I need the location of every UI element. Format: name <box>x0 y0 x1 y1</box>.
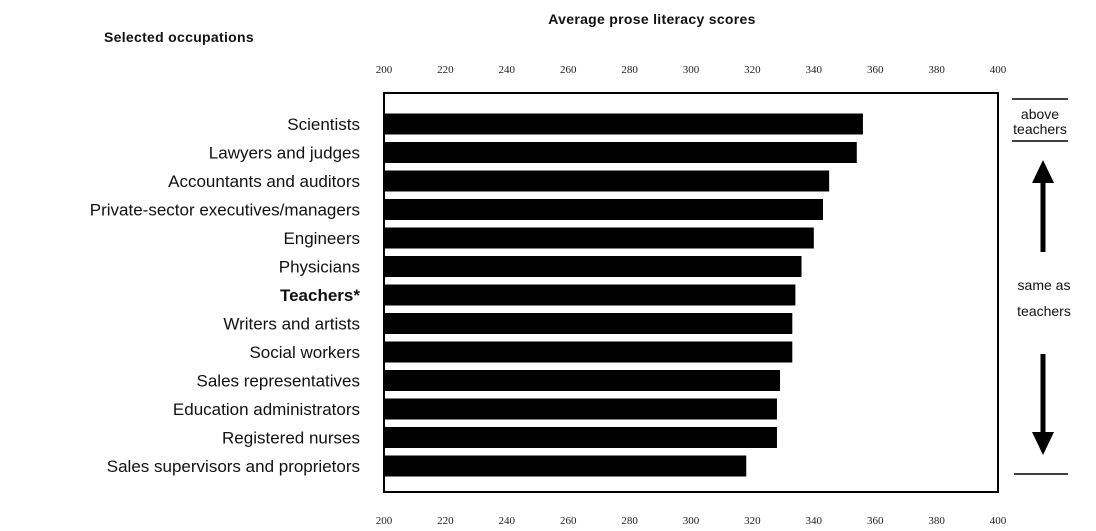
category-label: Engineers <box>283 229 360 248</box>
x-tick-top-label: 300 <box>683 64 700 76</box>
x-tick-bottom-label: 200 <box>376 515 393 527</box>
bar-sales-representatives <box>384 370 781 391</box>
bar-social-workers <box>384 341 793 363</box>
x-tick-top-label: 220 <box>437 64 454 76</box>
above-label: above <box>1021 106 1059 122</box>
x-tick-bottom-label: 360 <box>867 515 884 527</box>
bar-lawyers-and-judges <box>384 142 857 163</box>
category-label: Lawyers and judges <box>209 144 360 163</box>
bar-education-administrators <box>384 398 777 420</box>
category-labels: Scientists Lawyers and judges Accountants … <box>90 115 361 476</box>
chart-title: Average prose literacy scores <box>548 11 755 27</box>
category-label: Registered nurses <box>222 429 360 448</box>
bars <box>384 113 863 477</box>
bar-engineers <box>384 227 814 249</box>
bar-physicians <box>384 256 802 277</box>
x-tick-bottom-label: 300 <box>683 515 700 527</box>
x-axis-bottom: 200 220 240 260 280 300 320 340 360 380 400 <box>376 515 1007 527</box>
x-tick-bottom-label: 240 <box>499 515 516 527</box>
bar-private-sector-executives-managers <box>384 199 824 220</box>
category-label: Teachers* <box>280 286 360 305</box>
x-tick-bottom-label: 400 <box>990 515 1007 527</box>
x-tick-bottom-label: 380 <box>928 515 945 527</box>
category-label: Writers and artists <box>223 315 360 334</box>
category-label: Education administrators <box>173 400 360 419</box>
x-axis-top: 200 220 240 260 280 300 320 340 360 380 400 <box>376 64 1007 76</box>
category-label: Social workers <box>249 343 360 362</box>
x-tick-top-label: 320 <box>744 64 761 76</box>
x-tick-bottom-label: 260 <box>560 515 577 527</box>
category-label: Sales supervisors and proprietors <box>107 457 360 476</box>
bar-registered-nurses <box>384 427 777 448</box>
bar-writers-and-artists <box>384 313 793 334</box>
same-as-teachers-label: teachers <box>1017 303 1071 319</box>
category-label: Private-sector executives/managers <box>90 201 360 220</box>
x-tick-top-label: 200 <box>376 64 393 76</box>
x-tick-top-label: 240 <box>499 64 516 76</box>
bar-scientists <box>384 113 863 135</box>
x-tick-top-label: 260 <box>560 64 577 76</box>
category-label: Accountants and auditors <box>168 172 360 191</box>
category-label: Sales representatives <box>197 372 360 391</box>
x-tick-top-label: 340 <box>806 64 823 76</box>
category-label: Scientists <box>287 115 360 134</box>
bar-teachers <box>384 284 796 306</box>
bar-sales-supervisors-and-proprietors <box>384 455 747 477</box>
x-tick-bottom-label: 280 <box>621 515 638 527</box>
teacher-comparison-annotation: above teachers same as teachers <box>1012 98 1071 475</box>
bar-accountants-and-auditors <box>384 170 830 192</box>
x-tick-bottom-label: 220 <box>437 515 454 527</box>
category-label: Physicians <box>279 258 360 277</box>
x-tick-top-label: 400 <box>990 64 1007 76</box>
x-tick-bottom-label: 340 <box>806 515 823 527</box>
x-tick-top-label: 280 <box>621 64 638 76</box>
x-tick-top-label: 360 <box>867 64 884 76</box>
x-tick-bottom-label: 320 <box>744 515 761 527</box>
category-header: Selected occupations <box>104 29 254 45</box>
above-teachers-label: teachers <box>1013 121 1067 137</box>
same-as-label: same as <box>1018 277 1071 293</box>
up-arrow-icon <box>1032 160 1054 252</box>
x-tick-top-label: 380 <box>928 64 945 76</box>
down-arrow-icon <box>1032 354 1054 455</box>
